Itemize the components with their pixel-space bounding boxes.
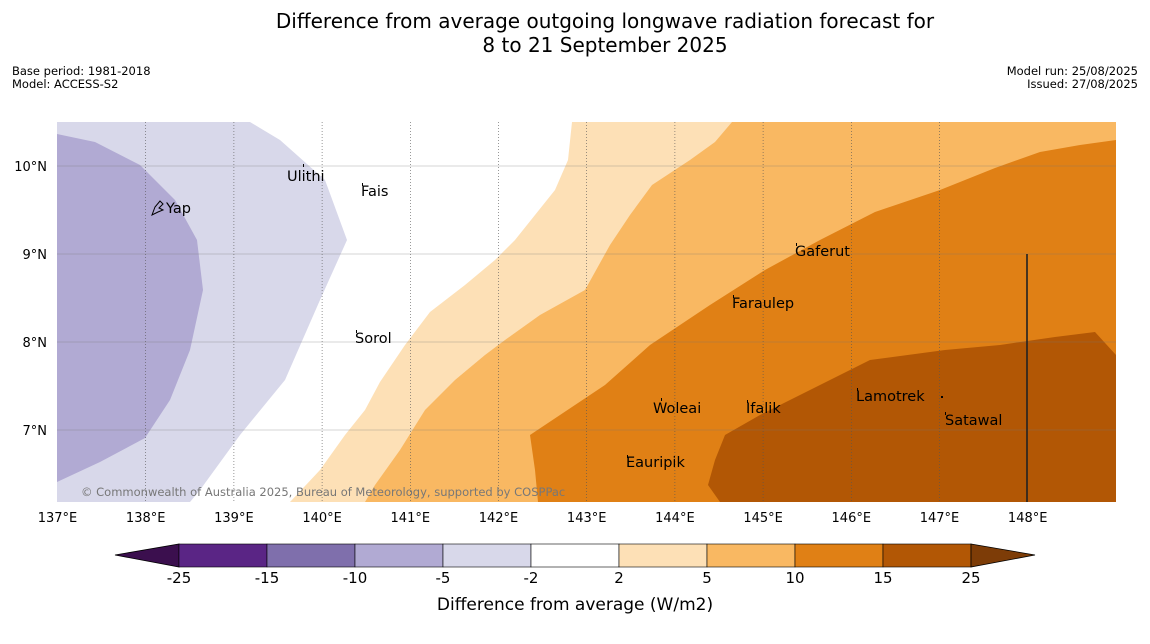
title-line-2: 8 to 21 September 2025 [482,33,728,57]
place-label-yap: Yap [165,201,191,217]
colorbar-tick-label: -25 [167,569,192,587]
model-name: Model: ACCESS-S2 [12,77,119,91]
anomaly-region-plus15-plus25 [708,332,1116,502]
colorbar-segment [618,543,708,568]
latitude-labels: 10°N 9°N 8°N 7°N [14,160,47,439]
base-period: Base period: 1981-2018 [12,64,151,78]
issued-date: Issued: 27/08/2025 [1027,77,1138,91]
colorbar-tick-label: 10 [785,569,804,587]
map-area: Ulithi Fais Yap Gaferut Faraulep Sorol W… [57,122,1116,502]
lon-label: 144°E [655,511,695,526]
colorbar-tick-label: -5 [436,569,451,587]
lon-label: 148°E [1008,511,1048,526]
colorbar-segment [882,543,972,568]
lon-label: 147°E [920,511,960,526]
lon-label: 143°E [567,511,607,526]
lon-label: 140°E [302,511,342,526]
lat-label: 9°N [23,248,48,263]
place-label-fais: Fais [361,184,388,200]
colorbar-segment [706,543,796,568]
place-label-faraulep: Faraulep [732,296,794,312]
place-label-eauripik: Eauripik [626,455,685,471]
place-label-ifalik: Ifalik [746,401,781,417]
longitude-labels: 137°E 138°E 139°E 140°E 141°E 142°E 143°… [38,511,1048,526]
colorbar-tick-label: 25 [961,569,980,587]
colorbar-segment [442,543,532,568]
colorbar-tick-label: 5 [702,569,712,587]
place-label-ulithi: Ulithi [287,169,325,185]
place-label-gaferut: Gaferut [795,244,850,260]
colorbar-segment [178,543,268,568]
colorbar-segment [794,543,884,568]
lat-label: 8°N [23,336,48,351]
colorbar [114,543,1036,568]
colorbar-ticks: -25 -15 -10 -5 -2 2 5 10 15 25 [167,569,981,587]
lon-label: 141°E [391,511,431,526]
lon-label: 146°E [832,511,872,526]
place-labels: Ulithi Fais Yap Gaferut Faraulep Sorol W… [165,169,1002,471]
colorbar-tick-label: -10 [343,569,368,587]
colorbar-tick-label: 2 [614,569,624,587]
colorbar-tick-label: 15 [873,569,892,587]
yap-island-outline [151,200,165,217]
colorbar-segment [530,543,620,568]
colorbar-segment [354,543,444,568]
colorbar-tick-label: -2 [524,569,539,587]
lat-label: 7°N [23,424,48,439]
meta-left: Base period: 1981-2018 Model: ACCESS-S2 [12,65,151,91]
colorbar-title: Difference from average (W/m2) [437,595,713,615]
lon-label: 138°E [126,511,166,526]
colorbar-extend-right [970,543,1036,568]
lon-label: 145°E [743,511,783,526]
lon-label: 139°E [214,511,254,526]
model-run: Model run: 25/08/2025 [1006,64,1138,78]
longitude-gridlines [145,122,940,502]
meta-right: Model run: 25/08/2025 Issued: 27/08/2025 [1007,65,1138,91]
colorbar-extend-left [114,543,180,568]
lon-label: 142°E [479,511,519,526]
lat-label: 10°N [14,160,47,175]
colorbar-segment [266,543,356,568]
island-markers [303,164,946,458]
chart-title: Difference from average outgoing longwav… [0,9,1150,57]
colorbar-tick-label: -15 [255,569,280,587]
place-label-woleai: Woleai [653,401,701,417]
latitude-gridlines [57,165,1116,431]
place-label-lamotrek: Lamotrek [856,389,925,405]
anomaly-region-minus10-minus5 [57,134,203,482]
title-line-1: Difference from average outgoing longwav… [275,9,935,33]
lon-label: 137°E [38,511,78,526]
place-label-sorol: Sorol [355,331,392,347]
copyright-text: © Commonwealth of Australia 2025, Bureau… [81,485,565,499]
place-label-satawal: Satawal [945,413,1002,429]
